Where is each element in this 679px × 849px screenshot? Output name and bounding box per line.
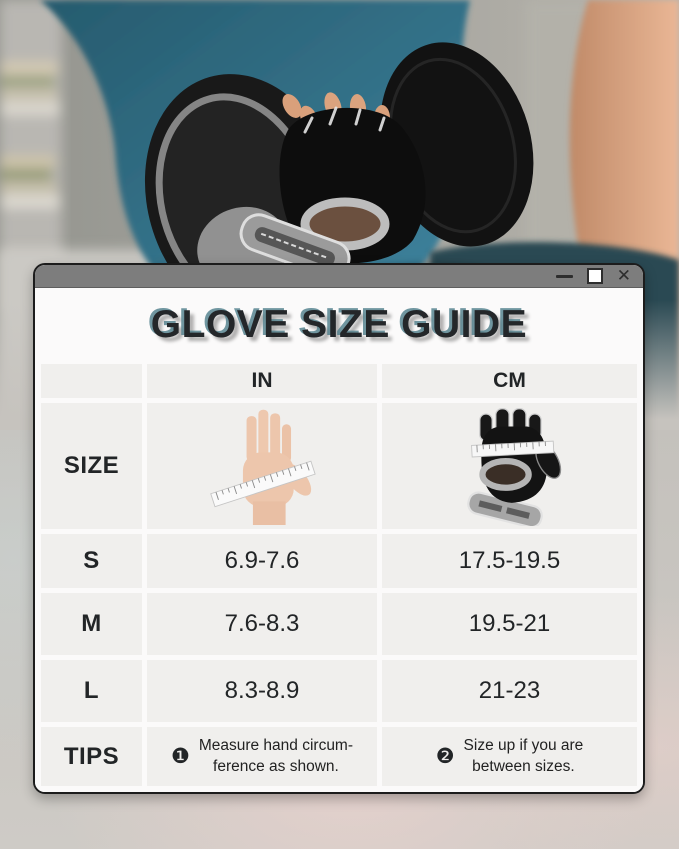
glove-with-tape-illustration — [466, 408, 561, 526]
row-l-in: 8.3-8.9 — [147, 660, 377, 722]
tip-2-line-2: between sizes. — [472, 757, 575, 775]
hand-measure-image — [147, 403, 377, 529]
close-icon[interactable]: ✕ — [616, 265, 631, 285]
maximize-icon[interactable] — [586, 268, 603, 284]
size-table: IN CM SIZE — [41, 364, 637, 786]
glove-strap — [239, 213, 351, 279]
tip-2-text: Size up if you are between sizes. — [464, 736, 584, 776]
window-body: GLOVE SIZE GUIDE IN CM SIZE — [35, 288, 643, 792]
tip-2: ❷ Size up if you are between sizes. — [382, 727, 637, 786]
header-in: IN — [147, 364, 377, 398]
tip-1-line-1: Measure hand circum- — [198, 737, 354, 755]
tip-2-number-icon: ❷ — [435, 744, 455, 768]
tape-measure — [210, 460, 316, 508]
glove-loop — [478, 458, 532, 491]
row-l-label: L — [41, 660, 142, 722]
tape-measure — [470, 440, 554, 458]
page-title: GLOVE SIZE GUIDE — [150, 303, 528, 346]
tip-1-text: Measure hand circum- ference as shown. — [199, 736, 353, 776]
header-empty-cell — [41, 364, 142, 398]
row-s-cm: 17.5-19.5 — [382, 534, 637, 588]
tips-label: TIPS — [41, 727, 142, 786]
row-s-in: 6.9-7.6 — [147, 534, 377, 588]
row-s-label: S — [41, 534, 142, 588]
row-m-label: M — [41, 593, 142, 655]
glove-measure-image — [382, 403, 637, 529]
minimize-icon[interactable] — [555, 274, 573, 278]
window-titlebar: ✕ — [35, 265, 643, 288]
row-m-cm: 19.5-21 — [382, 593, 637, 655]
tip-1-line-2: ference as shown. — [213, 757, 339, 775]
tip-2-line-1: Size up if you are — [463, 737, 584, 755]
tip-1-number-icon: ❶ — [170, 744, 190, 768]
gloved-hand — [239, 92, 426, 279]
size-guide-window: ✕ GLOVE SIZE GUIDE IN CM SIZE — [33, 263, 645, 794]
header-cm: CM — [382, 364, 637, 398]
hand-with-tape-illustration — [210, 409, 316, 525]
row-m-in: 7.6-8.3 — [147, 593, 377, 655]
tip-1: ❶ Measure hand circum- ference as shown. — [147, 727, 377, 786]
size-row-label: SIZE — [41, 403, 142, 529]
row-l-cm: 21-23 — [382, 660, 637, 722]
